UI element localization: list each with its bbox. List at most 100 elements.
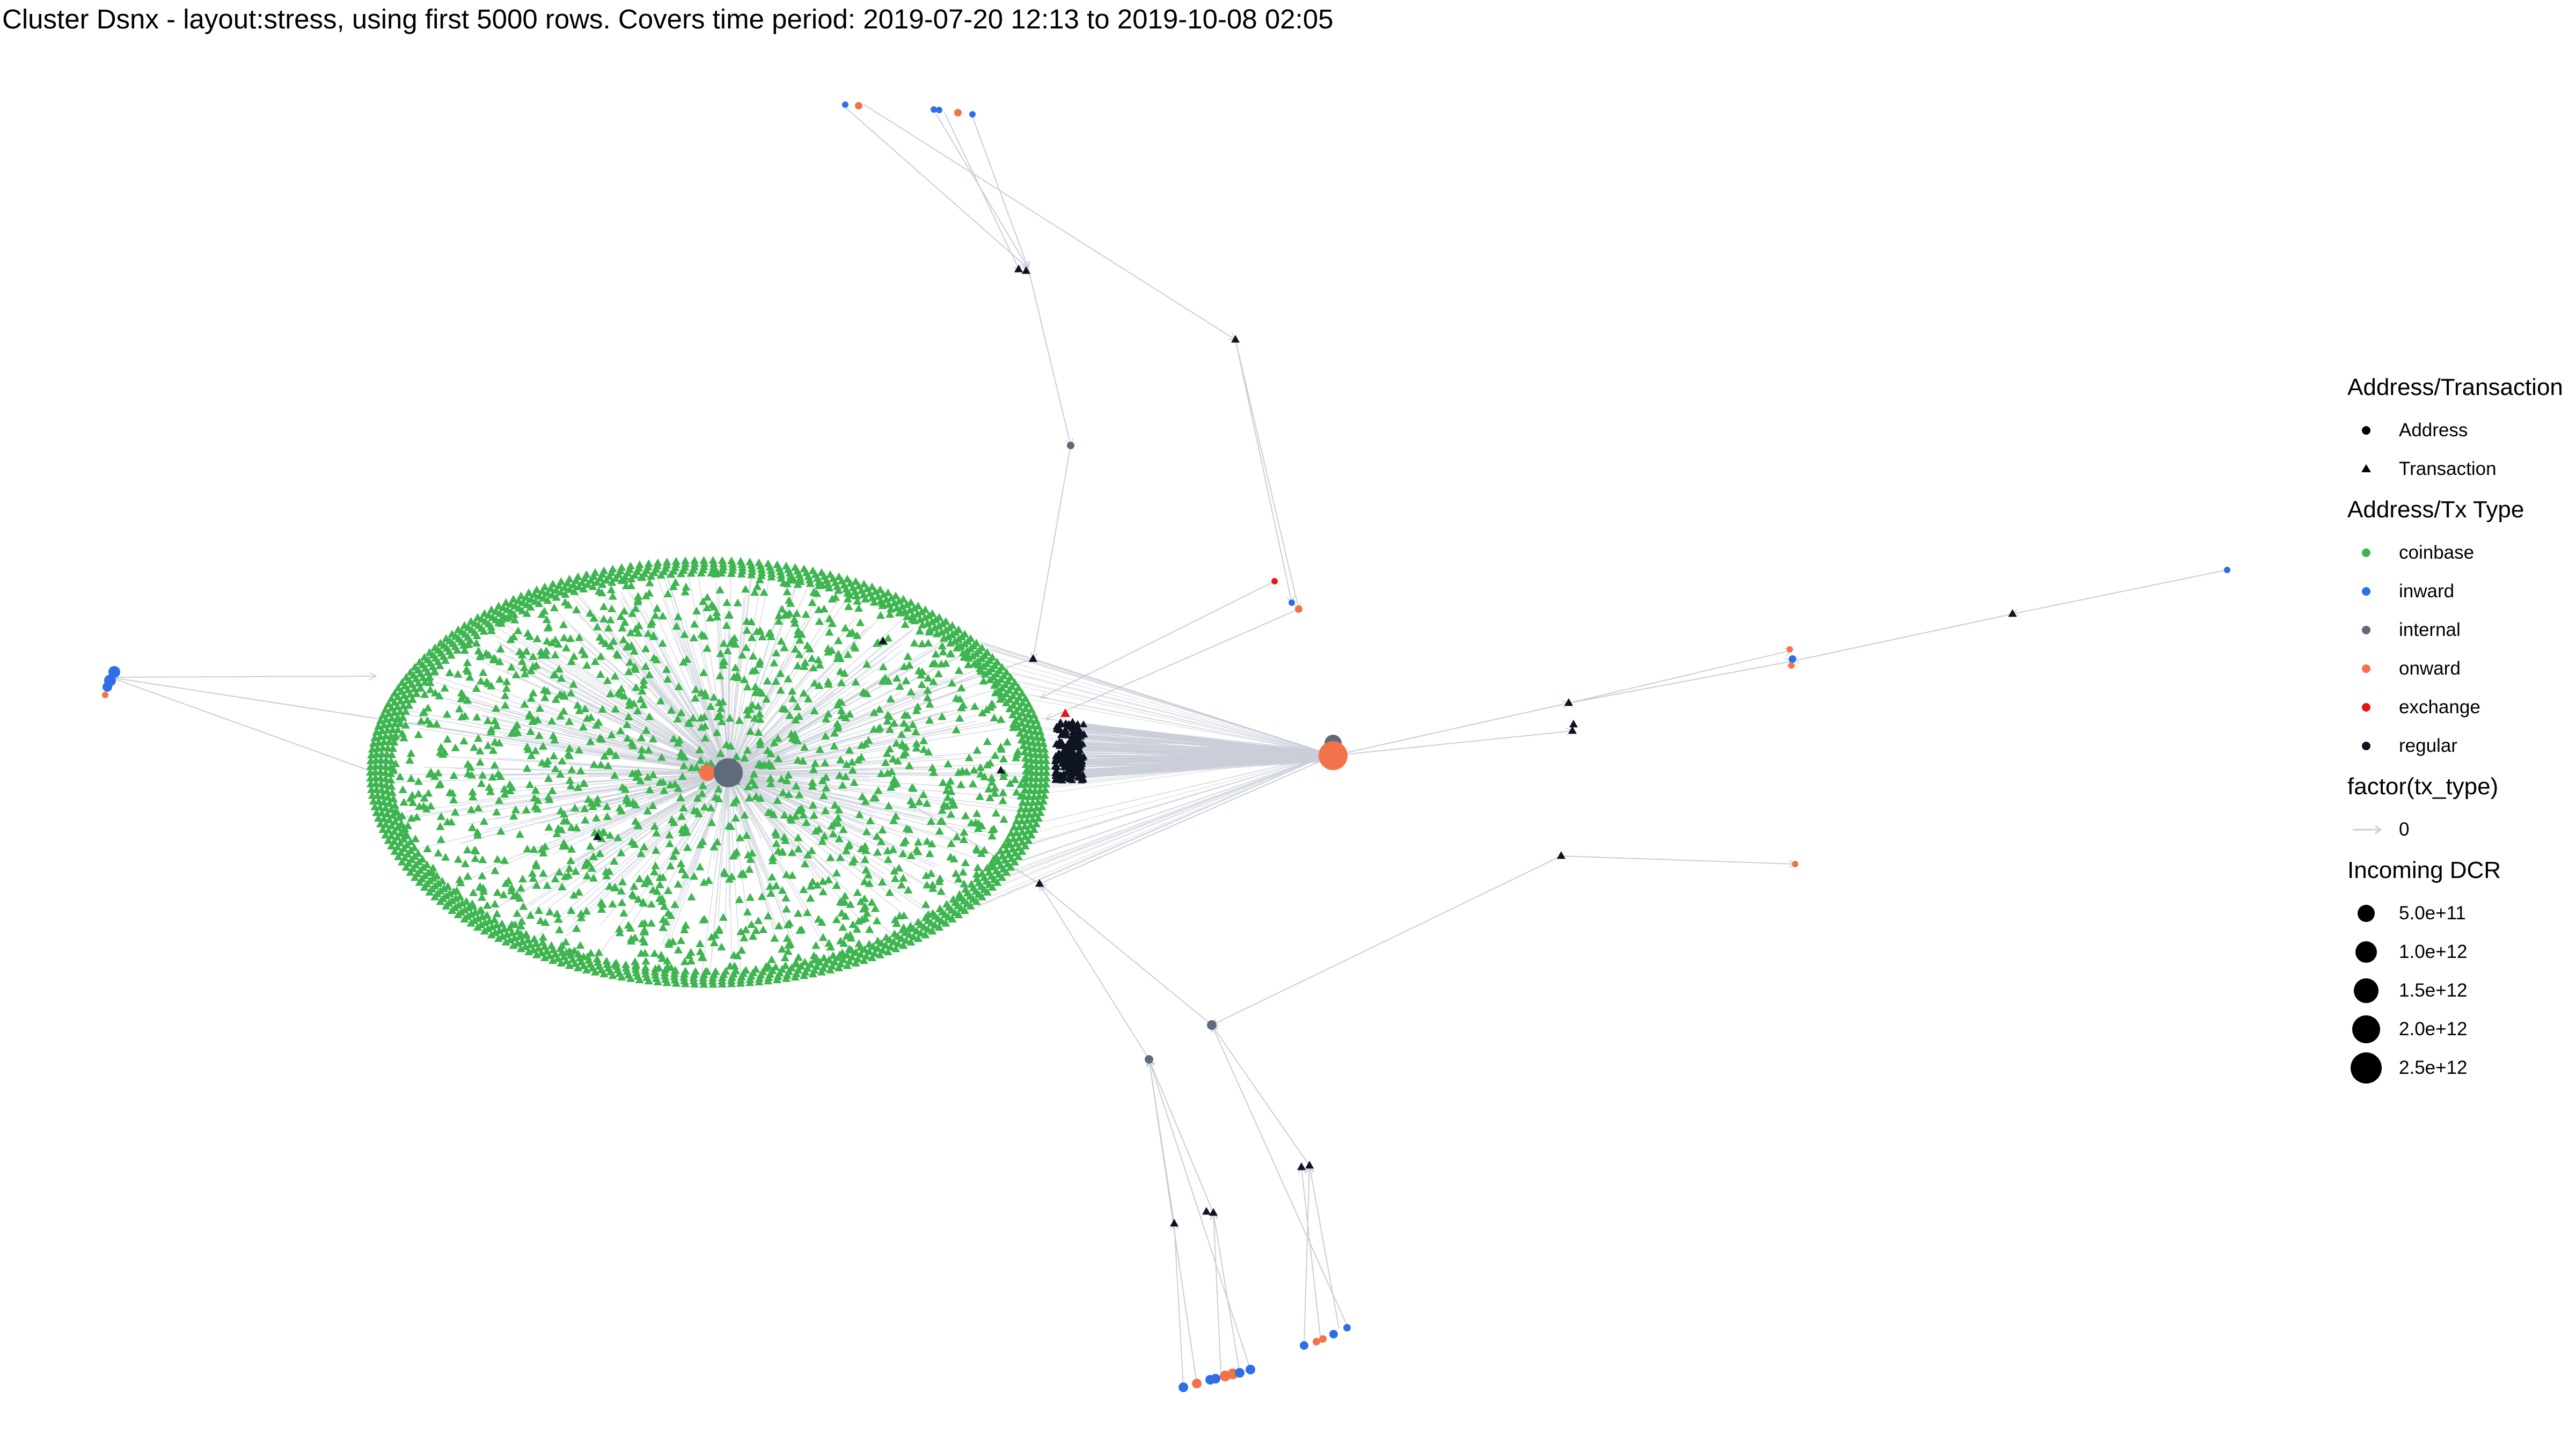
coinbase-transaction <box>749 652 758 660</box>
coinbase-transaction <box>766 628 775 636</box>
coinbase-transaction <box>599 614 609 623</box>
coinbase-transaction <box>648 734 657 743</box>
coinbase-transaction <box>844 602 853 610</box>
coinbase-transaction <box>551 764 560 772</box>
edge <box>645 591 729 773</box>
edge <box>404 713 729 773</box>
coinbase-transaction <box>672 622 681 630</box>
coinbase-transaction <box>582 965 591 974</box>
coinbase-transaction <box>718 697 727 706</box>
regular-transaction <box>1052 722 1061 730</box>
coinbase-transaction <box>898 602 907 610</box>
coinbase-transaction <box>912 845 921 853</box>
coinbase-transaction <box>629 891 638 900</box>
coinbase-transaction <box>598 705 607 713</box>
coinbase-transaction <box>719 562 728 570</box>
coinbase-transaction <box>774 921 784 930</box>
coinbase-transaction <box>892 674 902 682</box>
coinbase-transaction <box>522 593 531 601</box>
coinbase-transaction <box>889 755 898 763</box>
coinbase-transaction <box>676 569 686 577</box>
regular-transaction <box>1556 851 1566 859</box>
coinbase-transaction <box>496 827 506 835</box>
coinbase-transaction <box>978 708 987 716</box>
coinbase-transaction <box>408 695 417 703</box>
coinbase-transaction <box>529 689 538 697</box>
coinbase-transaction <box>572 605 581 613</box>
coinbase-transaction <box>641 963 650 971</box>
coinbase-transaction <box>606 616 615 624</box>
coinbase-transaction <box>862 660 872 668</box>
coinbase-transaction <box>543 881 552 889</box>
coinbase-transaction <box>550 603 559 611</box>
coinbase-transaction <box>443 735 452 743</box>
coinbase-transaction <box>654 963 663 971</box>
coinbase-transaction <box>784 675 793 683</box>
coinbase-transaction <box>502 677 511 685</box>
coinbase-transaction <box>800 859 810 868</box>
coinbase-transaction <box>569 580 578 589</box>
coinbase-transaction <box>611 705 620 713</box>
coinbase-transaction <box>479 627 488 635</box>
edge <box>728 772 873 881</box>
coinbase-transaction <box>1009 823 1019 831</box>
coinbase-transaction <box>647 899 656 908</box>
coinbase-transaction <box>449 771 458 779</box>
coinbase-transaction <box>846 900 855 908</box>
coinbase-transaction <box>848 628 857 636</box>
coinbase-transaction <box>1032 803 1041 811</box>
coinbase-transaction <box>990 713 999 722</box>
coinbase-transaction <box>770 738 779 747</box>
coinbase-transaction <box>714 785 723 793</box>
coinbase-transaction <box>477 779 486 787</box>
coinbase-transaction <box>722 621 731 629</box>
coinbase-transaction <box>745 705 755 713</box>
coinbase-transaction <box>453 670 463 678</box>
coinbase-transaction <box>536 647 546 655</box>
coinbase-transaction <box>390 837 399 845</box>
coinbase-transaction <box>518 606 527 614</box>
coinbase-transaction <box>495 796 504 804</box>
coinbase-transaction <box>803 964 812 972</box>
coinbase-transaction <box>700 914 709 923</box>
coinbase-transaction <box>668 815 677 824</box>
coinbase-transaction <box>552 829 561 838</box>
coinbase-transaction <box>535 731 544 740</box>
triangle-icon <box>2361 464 2371 472</box>
coinbase-transaction <box>647 618 656 626</box>
coinbase-transaction <box>567 765 576 773</box>
coinbase-transaction <box>743 908 752 916</box>
coinbase-transaction <box>923 619 932 627</box>
coinbase-transaction <box>569 890 579 899</box>
coinbase-transaction <box>908 615 917 623</box>
edge <box>728 772 1023 775</box>
coinbase-transaction <box>432 871 442 880</box>
coinbase-transaction <box>791 645 800 653</box>
coinbase-transaction <box>696 947 705 955</box>
coinbase-transaction <box>544 774 553 782</box>
coinbase-transaction <box>535 704 544 712</box>
regular-transaction <box>1069 718 1077 725</box>
coinbase-transaction <box>396 719 405 727</box>
coinbase-transaction <box>643 773 653 781</box>
coinbase-transaction <box>853 597 862 605</box>
coinbase-transaction <box>843 950 852 959</box>
coinbase-transaction <box>387 821 397 829</box>
coinbase-transaction <box>903 612 912 620</box>
internal-address <box>1067 442 1074 449</box>
exchange-address <box>1271 578 1278 584</box>
coinbase-transaction <box>882 933 891 941</box>
coinbase-transaction <box>598 900 607 908</box>
edge <box>978 753 1330 906</box>
coinbase-transaction <box>684 951 693 960</box>
coinbase-transaction <box>793 661 802 670</box>
coinbase-transaction <box>597 735 606 743</box>
coinbase-transaction <box>997 690 1006 699</box>
edge <box>1235 339 1292 603</box>
coinbase-transaction <box>909 932 918 940</box>
legend-item-size-3: 1.5e+12 <box>2347 971 2573 1010</box>
coinbase-transaction <box>1013 750 1022 758</box>
coinbase-transaction <box>493 888 502 896</box>
coinbase-transaction <box>700 689 709 697</box>
coinbase-transaction <box>801 610 810 618</box>
